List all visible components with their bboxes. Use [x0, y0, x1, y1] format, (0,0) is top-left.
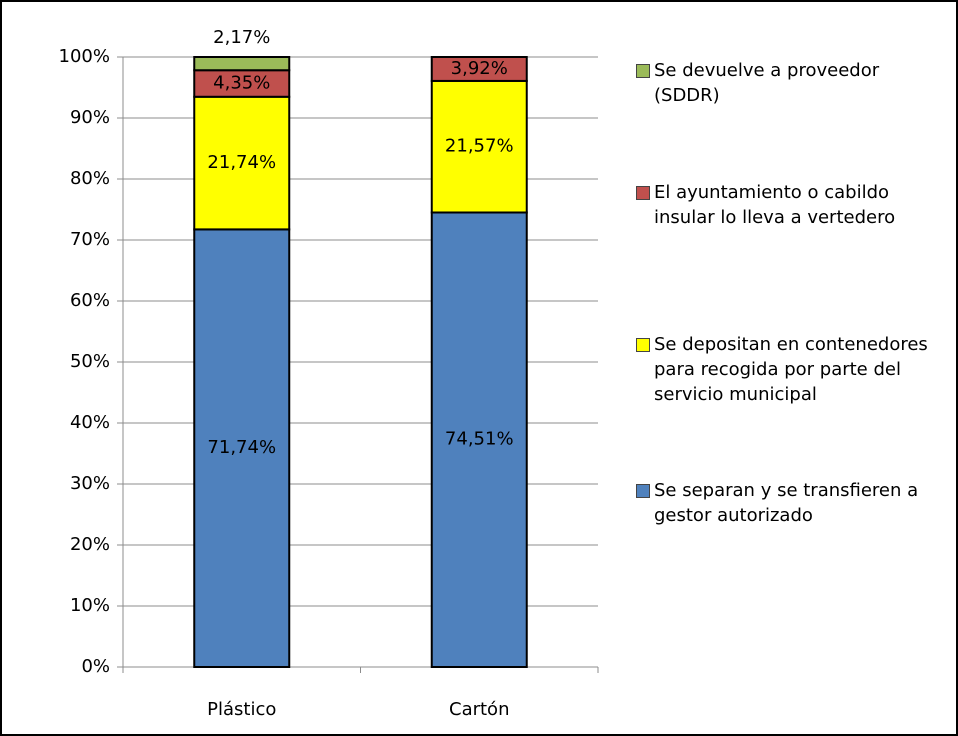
y-tick-label: 10%	[70, 595, 110, 616]
legend-swatch	[636, 186, 650, 200]
legend-swatch	[636, 64, 650, 78]
data-label: 74,51%	[445, 429, 514, 450]
bar-segment	[193, 56, 291, 72]
y-tick-label: 30%	[70, 473, 110, 494]
legend-entry: El ayuntamiento o cabildo insular lo lle…	[636, 180, 946, 230]
data-label: 21,74%	[207, 152, 276, 173]
data-label: 71,74%	[207, 437, 276, 458]
y-tick-label: 90%	[70, 107, 110, 128]
bar-segment	[193, 69, 291, 98]
legend-label: Se separan y se transfieren a gestor aut…	[654, 480, 919, 526]
data-label: 4,35%	[213, 73, 270, 94]
y-tick-label: 100%	[59, 46, 110, 67]
legend-label: El ayuntamiento o cabildo insular lo lle…	[654, 182, 896, 228]
legend-entry: Se devuelve a proveedor (SDDR)	[636, 58, 946, 108]
legend-entry: Se depositan en contenedores para recogi…	[636, 332, 946, 407]
x-tick-label: Plástico	[207, 699, 276, 720]
data-label: 2,17%	[213, 27, 270, 48]
y-tick-label: 80%	[70, 168, 110, 189]
bar-segment	[430, 56, 528, 82]
bar-segment	[430, 79, 528, 214]
data-label: 21,57%	[445, 136, 514, 157]
y-tick-label: 60%	[70, 290, 110, 311]
y-tick-label: 50%	[70, 351, 110, 372]
y-tick-label: 20%	[70, 534, 110, 555]
legend-label: Se depositan en contenedores para recogi…	[654, 334, 928, 405]
y-tick-label: 70%	[70, 229, 110, 250]
x-tick-label: Cartón	[449, 699, 509, 720]
legend-swatch	[636, 338, 650, 352]
bar-segment	[193, 228, 291, 669]
data-label: 3,92%	[451, 58, 508, 79]
y-tick-label: 0%	[81, 656, 110, 677]
legend-label: Se devuelve a proveedor (SDDR)	[654, 60, 880, 106]
bar-segment	[430, 211, 528, 668]
legend-entry: Se separan y se transfieren a gestor aut…	[636, 478, 946, 528]
legend-swatch	[636, 484, 650, 498]
y-tick-label: 40%	[70, 412, 110, 433]
